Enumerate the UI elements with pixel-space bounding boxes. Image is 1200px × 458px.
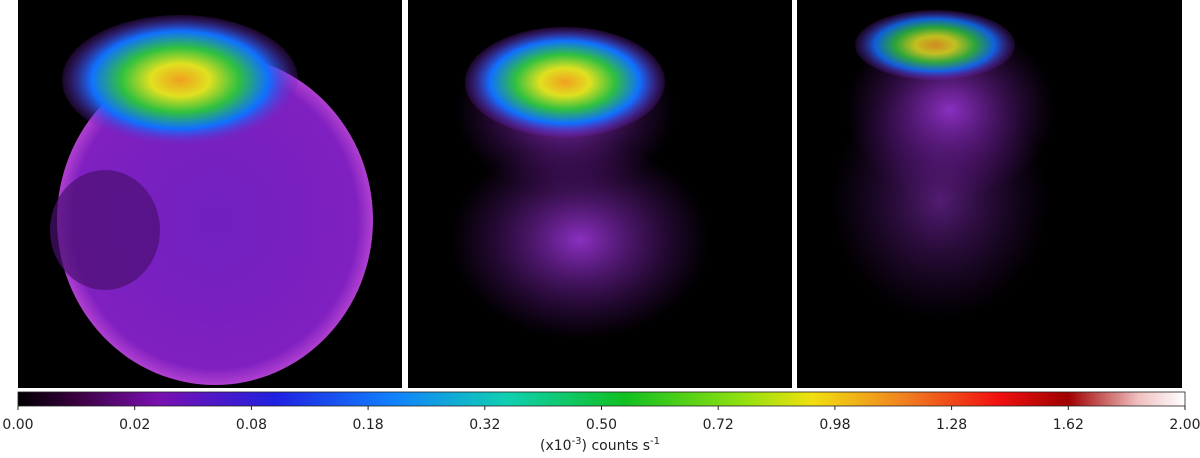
tick-label: 1.28: [936, 417, 967, 433]
panel-2: [408, 0, 792, 388]
dark-patch: [50, 170, 160, 290]
hot-region: [465, 27, 665, 137]
colorbar-label: (x10-3) counts s-1: [540, 436, 660, 454]
tick-label: 0.18: [353, 417, 384, 433]
panel-3: [797, 0, 1182, 388]
tick-label: 1.62: [1053, 417, 1084, 433]
label-exponent: -3: [572, 436, 582, 447]
tick-label: 0.02: [119, 417, 150, 433]
label-unit: ) counts s: [582, 438, 650, 454]
hot-region: [855, 10, 1015, 80]
label-unit-exponent: -1: [650, 436, 660, 447]
tick-label: 0.32: [469, 417, 500, 433]
tick-label: 0.00: [2, 417, 33, 433]
clumps: [450, 140, 710, 340]
tick-label: 0.72: [703, 417, 734, 433]
hot-region: [62, 15, 298, 145]
tick-label: 0.98: [819, 417, 850, 433]
tick-label: 0.50: [586, 417, 617, 433]
colorbar-ticks: 0.00 0.02 0.08 0.18 0.32 0.50 0.72 0.98 1.28 1.62…: [2, 406, 1200, 433]
label-prefix: (x10: [540, 438, 572, 454]
panel-1: [18, 0, 402, 388]
tick-label: 2.00: [1169, 417, 1200, 433]
colorbar: [17, 391, 1186, 407]
tick-label: 0.08: [236, 417, 267, 433]
